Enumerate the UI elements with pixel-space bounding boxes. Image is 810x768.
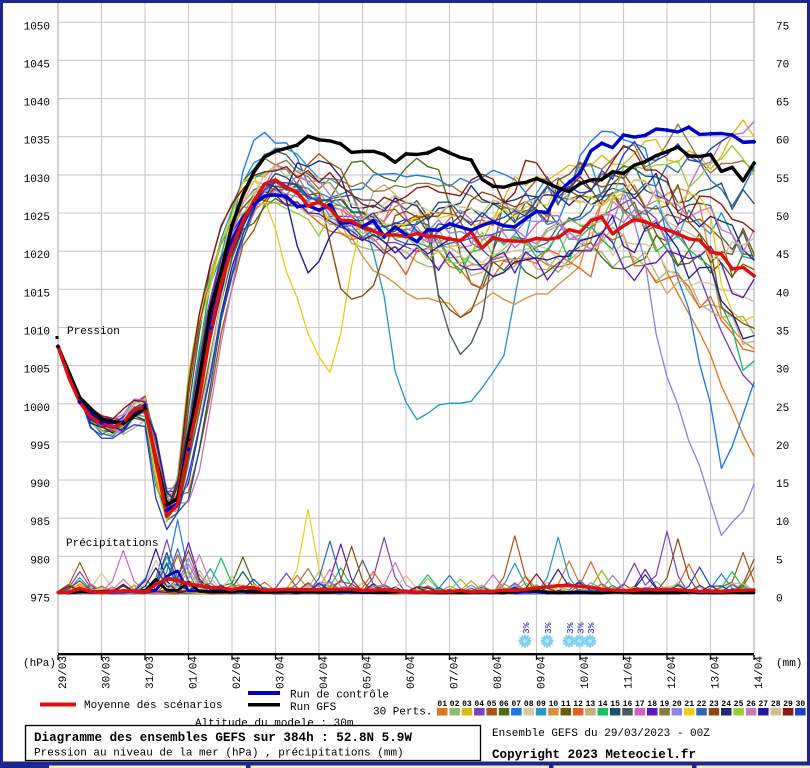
svg-text:08: 08: [524, 700, 534, 709]
svg-text:21: 21: [684, 700, 694, 709]
svg-text:(hPa): (hPa): [23, 658, 56, 670]
svg-text:19: 19: [660, 700, 670, 709]
svg-text:03/04: 03/04: [276, 656, 288, 689]
svg-text:980: 980: [30, 555, 50, 567]
svg-text:65: 65: [776, 98, 789, 110]
svg-text:1045: 1045: [24, 59, 50, 71]
svg-text:17: 17: [635, 700, 645, 709]
svg-text:02/04: 02/04: [232, 656, 244, 689]
svg-text:04: 04: [474, 700, 484, 709]
svg-text:45: 45: [776, 250, 789, 262]
svg-text:20: 20: [672, 700, 682, 709]
svg-text:990: 990: [30, 479, 50, 491]
svg-text:30/03: 30/03: [102, 656, 114, 689]
svg-text:0: 0: [776, 594, 783, 606]
svg-text:13/04: 13/04: [711, 656, 723, 689]
svg-text:30 Perts.: 30 Perts.: [373, 707, 432, 719]
svg-text:3%: 3%: [565, 622, 576, 634]
svg-text:27: 27: [758, 700, 768, 709]
svg-text:Pression au niveau de la mer (: Pression au niveau de la mer (hPa) , pré…: [34, 748, 404, 760]
svg-text:14/04: 14/04: [754, 656, 766, 689]
svg-text:35: 35: [776, 327, 789, 339]
svg-text:30: 30: [796, 700, 806, 709]
svg-text:3%: 3%: [576, 622, 587, 634]
svg-text:Précipitations: Précipitations: [66, 538, 158, 550]
svg-text:13: 13: [586, 700, 596, 709]
svg-text:Run de contrôle: Run de contrôle: [290, 690, 389, 702]
svg-text:1025: 1025: [24, 212, 50, 224]
svg-text:16: 16: [623, 700, 633, 709]
svg-text:20: 20: [776, 441, 789, 453]
svg-text:985: 985: [30, 517, 50, 529]
svg-text:29/03: 29/03: [58, 656, 70, 689]
svg-text:5: 5: [776, 555, 783, 567]
svg-text:10/04: 10/04: [580, 656, 592, 689]
svg-text:07: 07: [511, 700, 521, 709]
svg-text:08/04: 08/04: [493, 656, 505, 689]
svg-text:15: 15: [776, 479, 789, 491]
svg-text:28: 28: [771, 700, 781, 709]
svg-text:Copyright 2023 Meteociel.fr: Copyright 2023 Meteociel.fr: [492, 748, 696, 762]
svg-text:12: 12: [573, 700, 583, 709]
svg-text:Ensemble GEFS du 29/03/2023 -: Ensemble GEFS du 29/03/2023 - 00Z: [492, 728, 710, 740]
svg-text:01/04: 01/04: [189, 656, 201, 689]
svg-text:1035: 1035: [24, 136, 50, 148]
svg-text:1005: 1005: [24, 365, 50, 377]
svg-text:23: 23: [709, 700, 719, 709]
svg-text:31/03: 31/03: [145, 656, 157, 689]
svg-text:1050: 1050: [24, 21, 50, 33]
svg-text:12/04: 12/04: [667, 656, 679, 689]
svg-text:05/04: 05/04: [363, 656, 375, 689]
svg-text:06/04: 06/04: [406, 656, 418, 689]
svg-text:10: 10: [549, 700, 559, 709]
svg-text:04/04: 04/04: [319, 656, 331, 689]
svg-text:3%: 3%: [543, 622, 554, 634]
svg-text:07/04: 07/04: [450, 656, 462, 689]
svg-text:01: 01: [437, 700, 447, 709]
svg-text:995: 995: [30, 441, 50, 453]
svg-text:Diagramme des ensembles GEFS s: Diagramme des ensembles GEFS sur 384h : …: [34, 731, 412, 745]
svg-text:05: 05: [487, 700, 497, 709]
svg-text:55: 55: [776, 174, 789, 186]
svg-text:Pression: Pression: [67, 326, 120, 338]
svg-text:15: 15: [610, 700, 620, 709]
svg-text:975: 975: [30, 594, 50, 606]
svg-text:75: 75: [776, 21, 789, 33]
svg-text:1030: 1030: [24, 174, 50, 186]
svg-text:26: 26: [746, 700, 756, 709]
svg-text:25: 25: [776, 403, 789, 415]
svg-text:18: 18: [647, 700, 657, 709]
svg-text:11/04: 11/04: [624, 656, 636, 689]
svg-text:22: 22: [697, 700, 707, 709]
svg-text:25: 25: [734, 700, 744, 709]
svg-text:50: 50: [776, 212, 789, 224]
svg-text:10: 10: [776, 517, 789, 529]
svg-text:11: 11: [561, 700, 571, 709]
svg-text:(mm): (mm): [776, 658, 802, 670]
svg-text:09: 09: [536, 700, 546, 709]
svg-text:06: 06: [499, 700, 509, 709]
svg-text:1040: 1040: [24, 98, 50, 110]
svg-text:Run GFS: Run GFS: [290, 702, 337, 714]
svg-text:40: 40: [776, 288, 789, 300]
svg-text:1000: 1000: [24, 403, 50, 415]
svg-text:1020: 1020: [24, 250, 50, 262]
svg-text:3%: 3%: [521, 622, 532, 634]
svg-text:30: 30: [776, 365, 789, 377]
svg-text:Moyenne des scénarios: Moyenne des scénarios: [84, 700, 223, 712]
svg-text:70: 70: [776, 59, 789, 71]
svg-text:3%: 3%: [586, 622, 597, 634]
svg-text:09/04: 09/04: [537, 656, 549, 689]
svg-text:29: 29: [783, 700, 793, 709]
svg-text:02: 02: [450, 700, 460, 709]
svg-text:1015: 1015: [24, 288, 50, 300]
svg-text:24: 24: [721, 700, 731, 709]
svg-text:60: 60: [776, 136, 789, 148]
svg-text:14: 14: [598, 700, 608, 709]
svg-text:03: 03: [462, 700, 472, 709]
svg-text:1010: 1010: [24, 327, 50, 339]
